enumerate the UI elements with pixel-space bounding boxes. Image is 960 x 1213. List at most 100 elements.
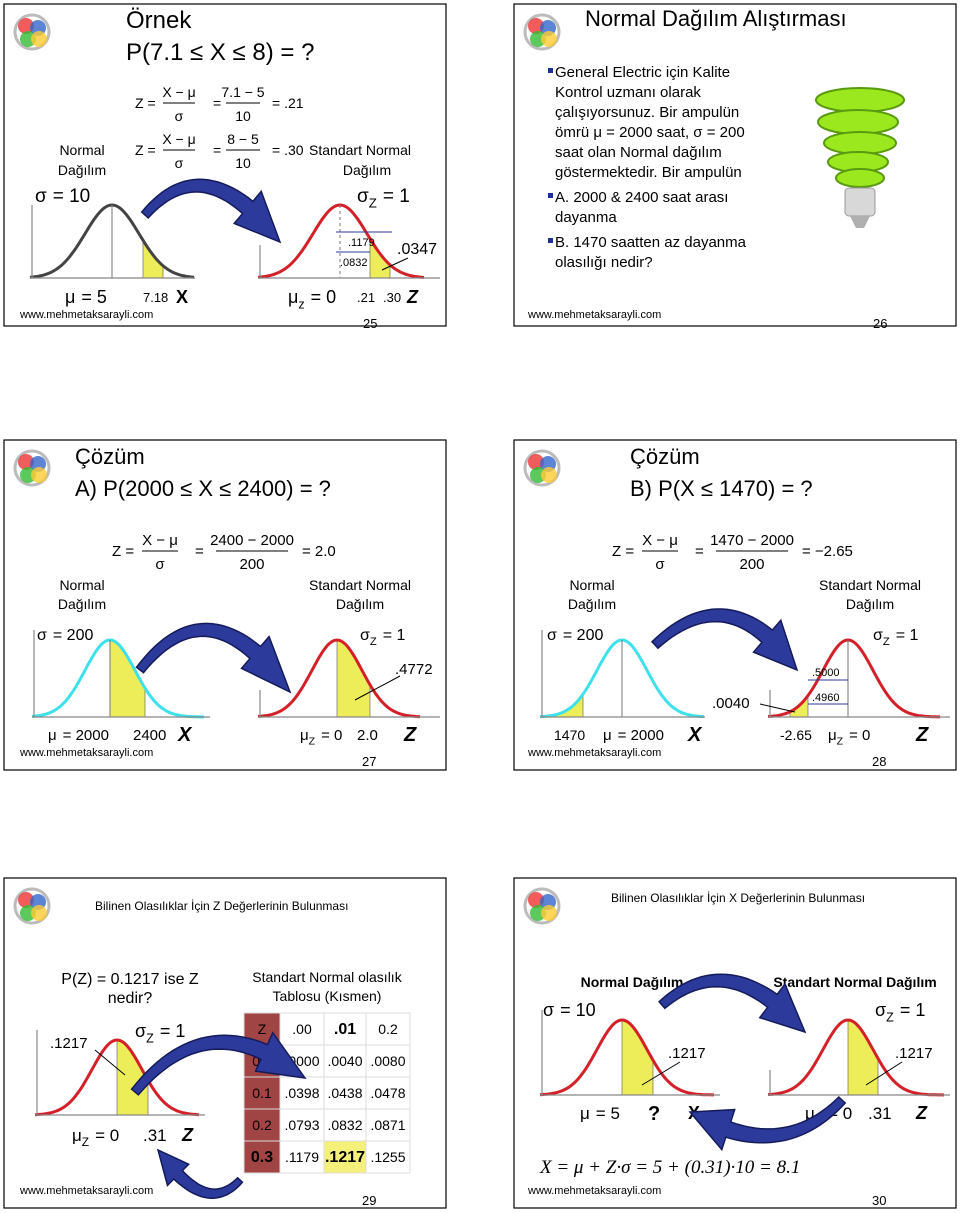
table-cell-text: 0.3	[251, 1149, 273, 1166]
bullet	[548, 68, 553, 73]
table-cell-text: .1255	[370, 1149, 405, 1165]
symbol: μ	[288, 287, 298, 307]
symbol: σ	[35, 186, 47, 207]
symbol: μ	[580, 1104, 590, 1123]
text: Dağılım	[58, 596, 106, 612]
value: = 2000	[618, 727, 664, 744]
bullet	[548, 193, 553, 198]
subscript: z	[298, 297, 304, 311]
value: = 0	[321, 727, 342, 744]
bulb-base	[844, 187, 876, 217]
tick-label: .31	[143, 1126, 167, 1145]
symbol: σ	[873, 627, 883, 644]
tick-label: 8	[161, 290, 168, 305]
bell-curve	[257, 638, 421, 719]
tick-label: ?	[648, 1103, 660, 1125]
symbol-value: σZ = 1	[360, 627, 406, 648]
symbol-value: σ = 200	[37, 627, 93, 644]
text: Dağılım	[336, 596, 384, 612]
logo	[523, 13, 561, 51]
subscript: Z	[82, 1135, 89, 1149]
value: = 10	[53, 186, 91, 207]
slide-title: Çözüm	[75, 444, 145, 469]
line	[759, 703, 796, 713]
text: Standart Normal	[819, 577, 921, 593]
table-cell	[365, 1108, 411, 1142]
symbol-value: μ = 5	[580, 1104, 620, 1123]
line	[865, 1061, 903, 1086]
annotation: .4772	[395, 661, 433, 678]
bullet-text: çalışıyorsunuz. Bir ampulün	[555, 104, 739, 121]
tick-label: -2.65	[780, 727, 812, 743]
subscript: Z	[883, 636, 890, 648]
symbol-value: σZ = 1	[875, 1000, 925, 1024]
value: = 1	[383, 186, 410, 207]
value: = 0	[95, 1126, 119, 1145]
symbol: σ	[357, 186, 369, 207]
symbol-value: σ = 10	[35, 186, 90, 207]
table-cell-text: .0040	[327, 1053, 362, 1069]
formula-lhs: Z =	[612, 543, 634, 560]
arrow	[650, 608, 799, 672]
text: Standart Normal	[309, 577, 411, 593]
slide-frame	[3, 439, 447, 771]
symbol: μ	[65, 287, 75, 307]
symbol: μ	[72, 1126, 82, 1145]
result: = 2.0	[302, 543, 336, 560]
logo	[20, 467, 36, 483]
symbol-value: μZ = 0	[72, 1126, 119, 1149]
bulb-coil	[817, 109, 899, 135]
symbol-value: μ = 2000	[603, 727, 664, 744]
logo	[18, 454, 34, 470]
table-title: Standart Normal olasılık	[252, 969, 402, 985]
table-cell	[365, 1012, 411, 1046]
numerator: X − μ	[162, 131, 195, 147]
annotation: .0040	[712, 695, 750, 712]
table-cell-text: .01	[334, 1021, 356, 1038]
symbol-value: μZ = 0	[300, 727, 342, 748]
bell-curve	[767, 1018, 945, 1097]
symbol: σ	[875, 1000, 886, 1020]
logo	[530, 467, 546, 483]
numerator: X − μ	[162, 84, 195, 100]
tick-label: 2.0	[357, 727, 378, 744]
table-cell-text: .0080	[370, 1053, 405, 1069]
numerator: X − μ	[142, 532, 178, 549]
line	[381, 257, 409, 271]
bullet-text: saat olan Normal dağılım	[555, 144, 722, 161]
line	[354, 675, 401, 701]
symbol: σ	[543, 1000, 554, 1020]
logo	[13, 13, 51, 51]
table-cell-text: .0871	[370, 1117, 405, 1133]
subscript: Z	[369, 196, 377, 211]
formula: X = μ + Z·σ = 5 + (0.31)·10 = 8.1	[539, 1157, 800, 1178]
axis-label: Z	[915, 1103, 928, 1123]
table-cell	[365, 1076, 411, 1110]
symbol-value: μ = 2000	[48, 727, 109, 744]
page-number: 28	[872, 754, 886, 769]
annotation: .4960	[812, 692, 840, 704]
table-cell	[243, 1140, 281, 1174]
axis-label: Z	[406, 287, 419, 307]
symbol-value: σZ = 1	[357, 186, 410, 211]
value: = 1	[160, 1021, 186, 1041]
value: = 1	[896, 627, 919, 644]
page-number: 25	[363, 316, 377, 331]
logo	[530, 31, 546, 47]
bulb-tip	[850, 216, 870, 228]
bell-curve	[31, 638, 204, 719]
slide-title: Çözüm	[630, 444, 700, 469]
table-cell-text: Z	[258, 1021, 267, 1037]
bullet-text: olasılığı nedir?	[555, 254, 653, 271]
equals: =	[695, 543, 704, 560]
subscript: Z	[370, 636, 377, 648]
slide-title: Bilinen Olasılıklar İçin X Değerlerinin …	[611, 891, 865, 905]
numerator: X − μ	[642, 532, 678, 549]
url: www.mehmetaksarayli.com	[19, 309, 153, 321]
table-cell-text: .0478	[370, 1085, 405, 1101]
symbol-value: σ = 10	[543, 1000, 596, 1020]
logo	[528, 18, 544, 34]
tick-label: .30	[383, 290, 401, 305]
table-cell-text: .0832	[327, 1117, 362, 1133]
